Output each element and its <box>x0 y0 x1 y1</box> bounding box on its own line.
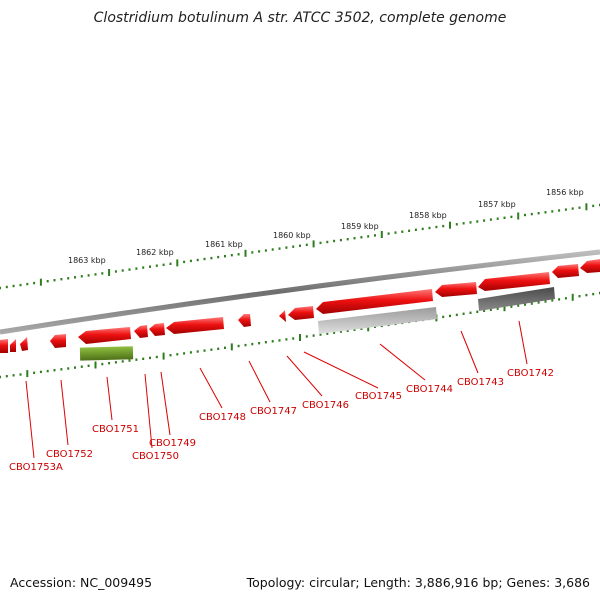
scale-label-1863: 1863 kbp <box>68 256 106 265</box>
gene-bar-green[interactable] <box>79 346 134 361</box>
gene-arrow[interactable] <box>134 325 148 338</box>
label-leaders <box>25 320 528 459</box>
scale-label-1859: 1859 kbp <box>341 222 379 231</box>
gene-arrow[interactable] <box>435 282 477 297</box>
gene-label-cbo1750[interactable]: CBO1750 <box>132 451 179 462</box>
gene-arrow[interactable] <box>238 314 251 327</box>
scale-label-1860: 1860 kbp <box>273 231 311 240</box>
gene-arrow[interactable] <box>166 317 224 334</box>
gene-bar-light-gray[interactable] <box>318 307 437 334</box>
gene-arrow[interactable] <box>478 272 550 291</box>
gene-label-cbo1747[interactable]: CBO1747 <box>250 406 297 417</box>
forward-genes <box>0 259 600 353</box>
gene-arrow[interactable] <box>288 306 314 320</box>
gene-arrow[interactable] <box>316 289 433 314</box>
gene-arrow[interactable] <box>279 310 286 322</box>
gene-arrow[interactable] <box>0 339 8 353</box>
gene-label-cbo1753a[interactable]: CBO1753A <box>9 462 63 473</box>
outer-scale-ticks <box>0 203 600 290</box>
gene-arrow[interactable] <box>580 259 600 273</box>
gene-arrow[interactable] <box>50 334 66 348</box>
gene-arrow[interactable] <box>20 337 28 351</box>
genome-summary-text: Topology: circular; Length: 3,886,916 bp… <box>246 575 590 590</box>
gene-arrow[interactable] <box>149 323 165 336</box>
scale-label-1857: 1857 kbp <box>478 200 516 209</box>
gene-label-cbo1748[interactable]: CBO1748 <box>199 412 246 423</box>
gene-label-cbo1744[interactable]: CBO1744 <box>406 384 453 395</box>
gene-label-cbo1742[interactable]: CBO1742 <box>507 368 554 379</box>
gene-arrow[interactable] <box>78 327 131 344</box>
gene-arrow[interactable] <box>552 264 579 278</box>
gene-label-cbo1743[interactable]: CBO1743 <box>457 377 504 388</box>
genome-backbone <box>0 249 600 335</box>
gene-label-cbo1752[interactable]: CBO1752 <box>46 449 93 460</box>
gene-label-cbo1749[interactable]: CBO1749 <box>149 438 196 449</box>
scale-label-1862: 1862 kbp <box>136 248 174 257</box>
gene-label-cbo1751[interactable]: CBO1751 <box>92 424 139 435</box>
accession-text: Accession: NC_009495 <box>10 575 153 590</box>
gene-bar-dark-gray[interactable] <box>478 287 555 311</box>
scale-label-1858: 1858 kbp <box>409 211 447 220</box>
map-title: Clostridium botulinum A str. ATCC 3502, … <box>93 10 507 26</box>
gene-label-cbo1745[interactable]: CBO1745 <box>355 391 402 402</box>
scale-label-1856: 1856 kbp <box>546 188 584 197</box>
gene-label-cbo1746[interactable]: CBO1746 <box>302 400 349 411</box>
gene-arrow[interactable] <box>10 339 16 352</box>
scale-label-1861: 1861 kbp <box>205 240 243 249</box>
